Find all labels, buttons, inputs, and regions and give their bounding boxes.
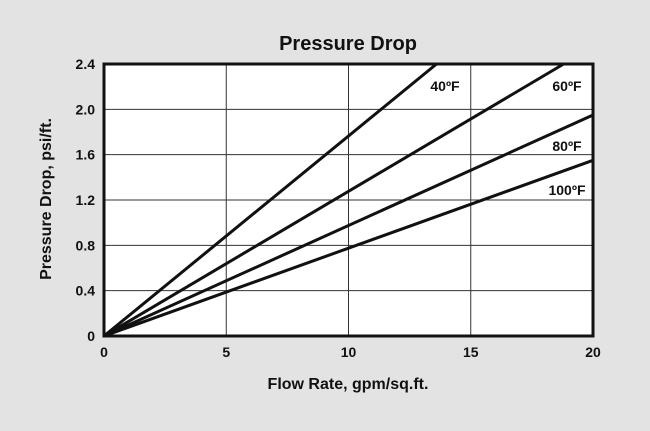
y-tick-label: 0.8 bbox=[76, 237, 96, 253]
y-tick-label: 2.4 bbox=[76, 56, 96, 72]
y-tick-label: 0 bbox=[87, 328, 95, 344]
series-label: 60ºF bbox=[552, 78, 582, 94]
plot-border bbox=[102, 62, 595, 338]
y-tick-label: 2.0 bbox=[76, 101, 96, 117]
x-axis-label: Flow Rate, gpm/sq.ft. bbox=[268, 376, 429, 393]
y-tick-label: 0.4 bbox=[76, 283, 96, 299]
series-label: 80ºF bbox=[552, 138, 582, 154]
x-tick-label: 20 bbox=[585, 344, 601, 360]
series-line bbox=[103, 62, 438, 338]
x-tick-label: 15 bbox=[463, 344, 479, 360]
y-axis-label: Pressure Drop, psi/ft. bbox=[38, 118, 55, 280]
x-tick-label: 10 bbox=[341, 344, 357, 360]
series-line bbox=[103, 62, 565, 338]
x-tick-label: 5 bbox=[222, 344, 230, 360]
y-tick-label: 1.2 bbox=[76, 192, 96, 208]
x-tick-label: 0 bbox=[100, 344, 108, 360]
chart-title: Pressure Drop bbox=[279, 33, 417, 55]
series-line bbox=[103, 113, 594, 338]
series-line bbox=[103, 158, 594, 338]
series-label: 40ºF bbox=[430, 78, 460, 94]
y-tick-label: 1.6 bbox=[76, 147, 96, 163]
series-label: 100ºF bbox=[548, 182, 585, 198]
